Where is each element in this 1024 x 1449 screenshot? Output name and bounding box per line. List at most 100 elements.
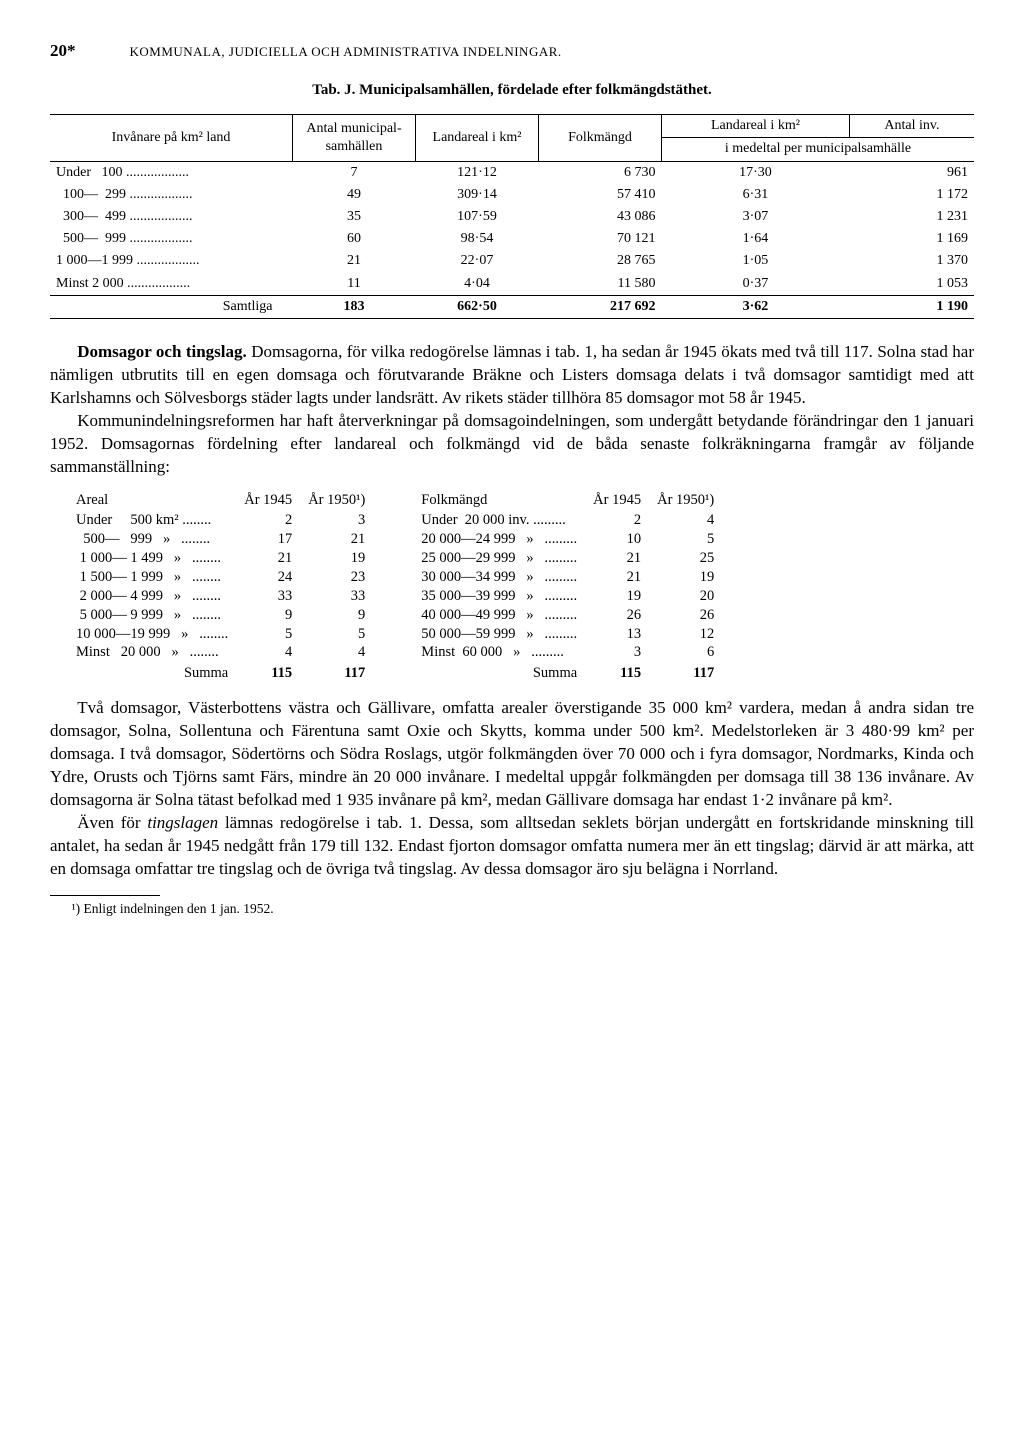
cell-b: 12 xyxy=(649,625,722,644)
cell-label: Minst 60 000 » ......... xyxy=(413,643,585,662)
cell-b: 5 xyxy=(300,625,373,644)
cell-label: 2 000— 4 999 » ........ xyxy=(68,587,236,606)
cell-avgarea: 1·05 xyxy=(662,250,850,272)
cell-label: Summa xyxy=(413,662,585,683)
cell-label: 35 000—39 999 » ......... xyxy=(413,587,585,606)
cell-a: 17 xyxy=(236,530,300,549)
cell-label: Summa xyxy=(68,662,236,683)
cell-area: 662·50 xyxy=(416,295,539,318)
cell-a: 19 xyxy=(585,587,649,606)
header-row: 20* KOMMUNALA, JUDICIELLA OCH ADMINISTRA… xyxy=(50,40,974,63)
cell-b: 9 xyxy=(300,606,373,625)
table-row: 50 000—59 999 » .........1312 xyxy=(413,625,722,644)
cell-avginv: 1 169 xyxy=(849,228,974,250)
cell-avgarea: 6·31 xyxy=(662,184,850,206)
folk-th-1: Folkmängd xyxy=(413,491,585,512)
th-avg-inv: Antal inv. xyxy=(849,115,974,138)
cell-area: 98·54 xyxy=(416,228,539,250)
cell-avginv: 1 231 xyxy=(849,206,974,228)
cell-label: 300— 499 .................. xyxy=(50,206,293,228)
cell-n: 7 xyxy=(293,161,416,184)
cell-b: 23 xyxy=(300,568,373,587)
table-row: 100— 299 ..................49309·1457 41… xyxy=(50,184,974,206)
para-4: Även för tingslagen lämnas redogörelse i… xyxy=(50,812,974,881)
cell-label: 30 000—34 999 » ......... xyxy=(413,568,585,587)
table-row: 35 000—39 999 » .........1920 xyxy=(413,587,722,606)
cell-a: 9 xyxy=(236,606,300,625)
th-landareal: Landareal i km² xyxy=(416,115,539,161)
cell-b: 5 xyxy=(649,530,722,549)
table-row: Under 20 000 inv. .........24 xyxy=(413,511,722,530)
table-row: Under 100 ..................7121·126 730… xyxy=(50,161,974,184)
table-row: 500— 999 ..................6098·5470 121… xyxy=(50,228,974,250)
cell-b: 117 xyxy=(300,662,373,683)
areal-th-1: Areal xyxy=(68,491,236,512)
cell-pop: 43 086 xyxy=(539,206,662,228)
para-1: Domsagor och tingslag. Domsagorna, för v… xyxy=(50,341,974,410)
cell-avginv: 1 172 xyxy=(849,184,974,206)
cell-n: 183 xyxy=(293,295,416,318)
cell-label: 1 000— 1 499 » ........ xyxy=(68,549,236,568)
table-row: 2 000— 4 999 » ........3333 xyxy=(68,587,373,606)
cell-area: 107·59 xyxy=(416,206,539,228)
footnote: ¹) Enligt indelningen den 1 jan. 1952. xyxy=(50,900,974,918)
table-row: 25 000—29 999 » .........2125 xyxy=(413,549,722,568)
cell-avginv: 961 xyxy=(849,161,974,184)
cell-pop: 217 692 xyxy=(539,295,662,318)
cell-pop: 28 765 xyxy=(539,250,662,272)
cell-b: 4 xyxy=(649,511,722,530)
cell-label: 40 000—49 999 » ......... xyxy=(413,606,585,625)
table-row: 1 000—1 999 ..................2122·0728 … xyxy=(50,250,974,272)
cell-n: 11 xyxy=(293,273,416,296)
cell-a: 115 xyxy=(236,662,300,683)
table-row: 1 000— 1 499 » ........2119 xyxy=(68,549,373,568)
table-j-title-prefix: Tab. J. xyxy=(312,82,355,98)
cell-label: Under 500 km² ........ xyxy=(68,511,236,530)
cell-label: 1 500— 1 999 » ........ xyxy=(68,568,236,587)
cell-a: 10 xyxy=(585,530,649,549)
folk-th-2: År 1945 xyxy=(585,491,649,512)
folk-table: Folkmängd År 1945 År 1950¹) Under 20 000… xyxy=(413,491,722,683)
cell-n: 21 xyxy=(293,250,416,272)
para-4-em: tingslagen xyxy=(147,813,218,832)
cell-label: 500— 999 .................. xyxy=(50,228,293,250)
cell-label: Minst 20 000 » ........ xyxy=(68,643,236,662)
table-sum-row: Summa115117 xyxy=(68,662,373,683)
footnote-rule xyxy=(50,895,160,896)
page-number: 20* xyxy=(50,40,76,62)
cell-pop: 57 410 xyxy=(539,184,662,206)
areal-th-2: År 1945 xyxy=(236,491,300,512)
cell-a: 21 xyxy=(585,549,649,568)
cell-a: 115 xyxy=(585,662,649,683)
table-row: Minst 20 000 » ........44 xyxy=(68,643,373,662)
cell-n: 49 xyxy=(293,184,416,206)
cell-area: 309·14 xyxy=(416,184,539,206)
cell-b: 26 xyxy=(649,606,722,625)
cell-area: 121·12 xyxy=(416,161,539,184)
cell-label: Under 20 000 inv. ......... xyxy=(413,511,585,530)
cell-avginv: 1 053 xyxy=(849,273,974,296)
document-header: KOMMUNALA, JUDICIELLA OCH ADMINISTRATIVA… xyxy=(130,44,562,61)
cell-avginv: 1 190 xyxy=(849,295,974,318)
cell-label: 500— 999 » ........ xyxy=(68,530,236,549)
cell-b: 20 xyxy=(649,587,722,606)
table-row: 500— 999 » ........1721 xyxy=(68,530,373,549)
cell-pop: 11 580 xyxy=(539,273,662,296)
th-folkmangd: Folkmängd xyxy=(539,115,662,161)
cell-avgarea: 3·62 xyxy=(662,295,850,318)
cell-b: 21 xyxy=(300,530,373,549)
cell-a: 3 xyxy=(585,643,649,662)
cell-avginv: 1 370 xyxy=(849,250,974,272)
cell-n: 35 xyxy=(293,206,416,228)
table-sum-row: Samtliga183662·50217 6923·621 190 xyxy=(50,295,974,318)
table-row: 1 500— 1 999 » ........2423 xyxy=(68,568,373,587)
cell-a: 13 xyxy=(585,625,649,644)
cell-a: 2 xyxy=(585,511,649,530)
cell-a: 21 xyxy=(585,568,649,587)
para-4-lead: Även för xyxy=(77,813,147,832)
cell-pop: 70 121 xyxy=(539,228,662,250)
para-2: Kommunindelningsreformen har haft återve… xyxy=(50,410,974,479)
table-j-title-text: Municipalsamhällen, fördelade efter folk… xyxy=(359,82,712,98)
areal-th-3: År 1950¹) xyxy=(300,491,373,512)
para-3: Två domsagor, Västerbottens västra och G… xyxy=(50,697,974,812)
